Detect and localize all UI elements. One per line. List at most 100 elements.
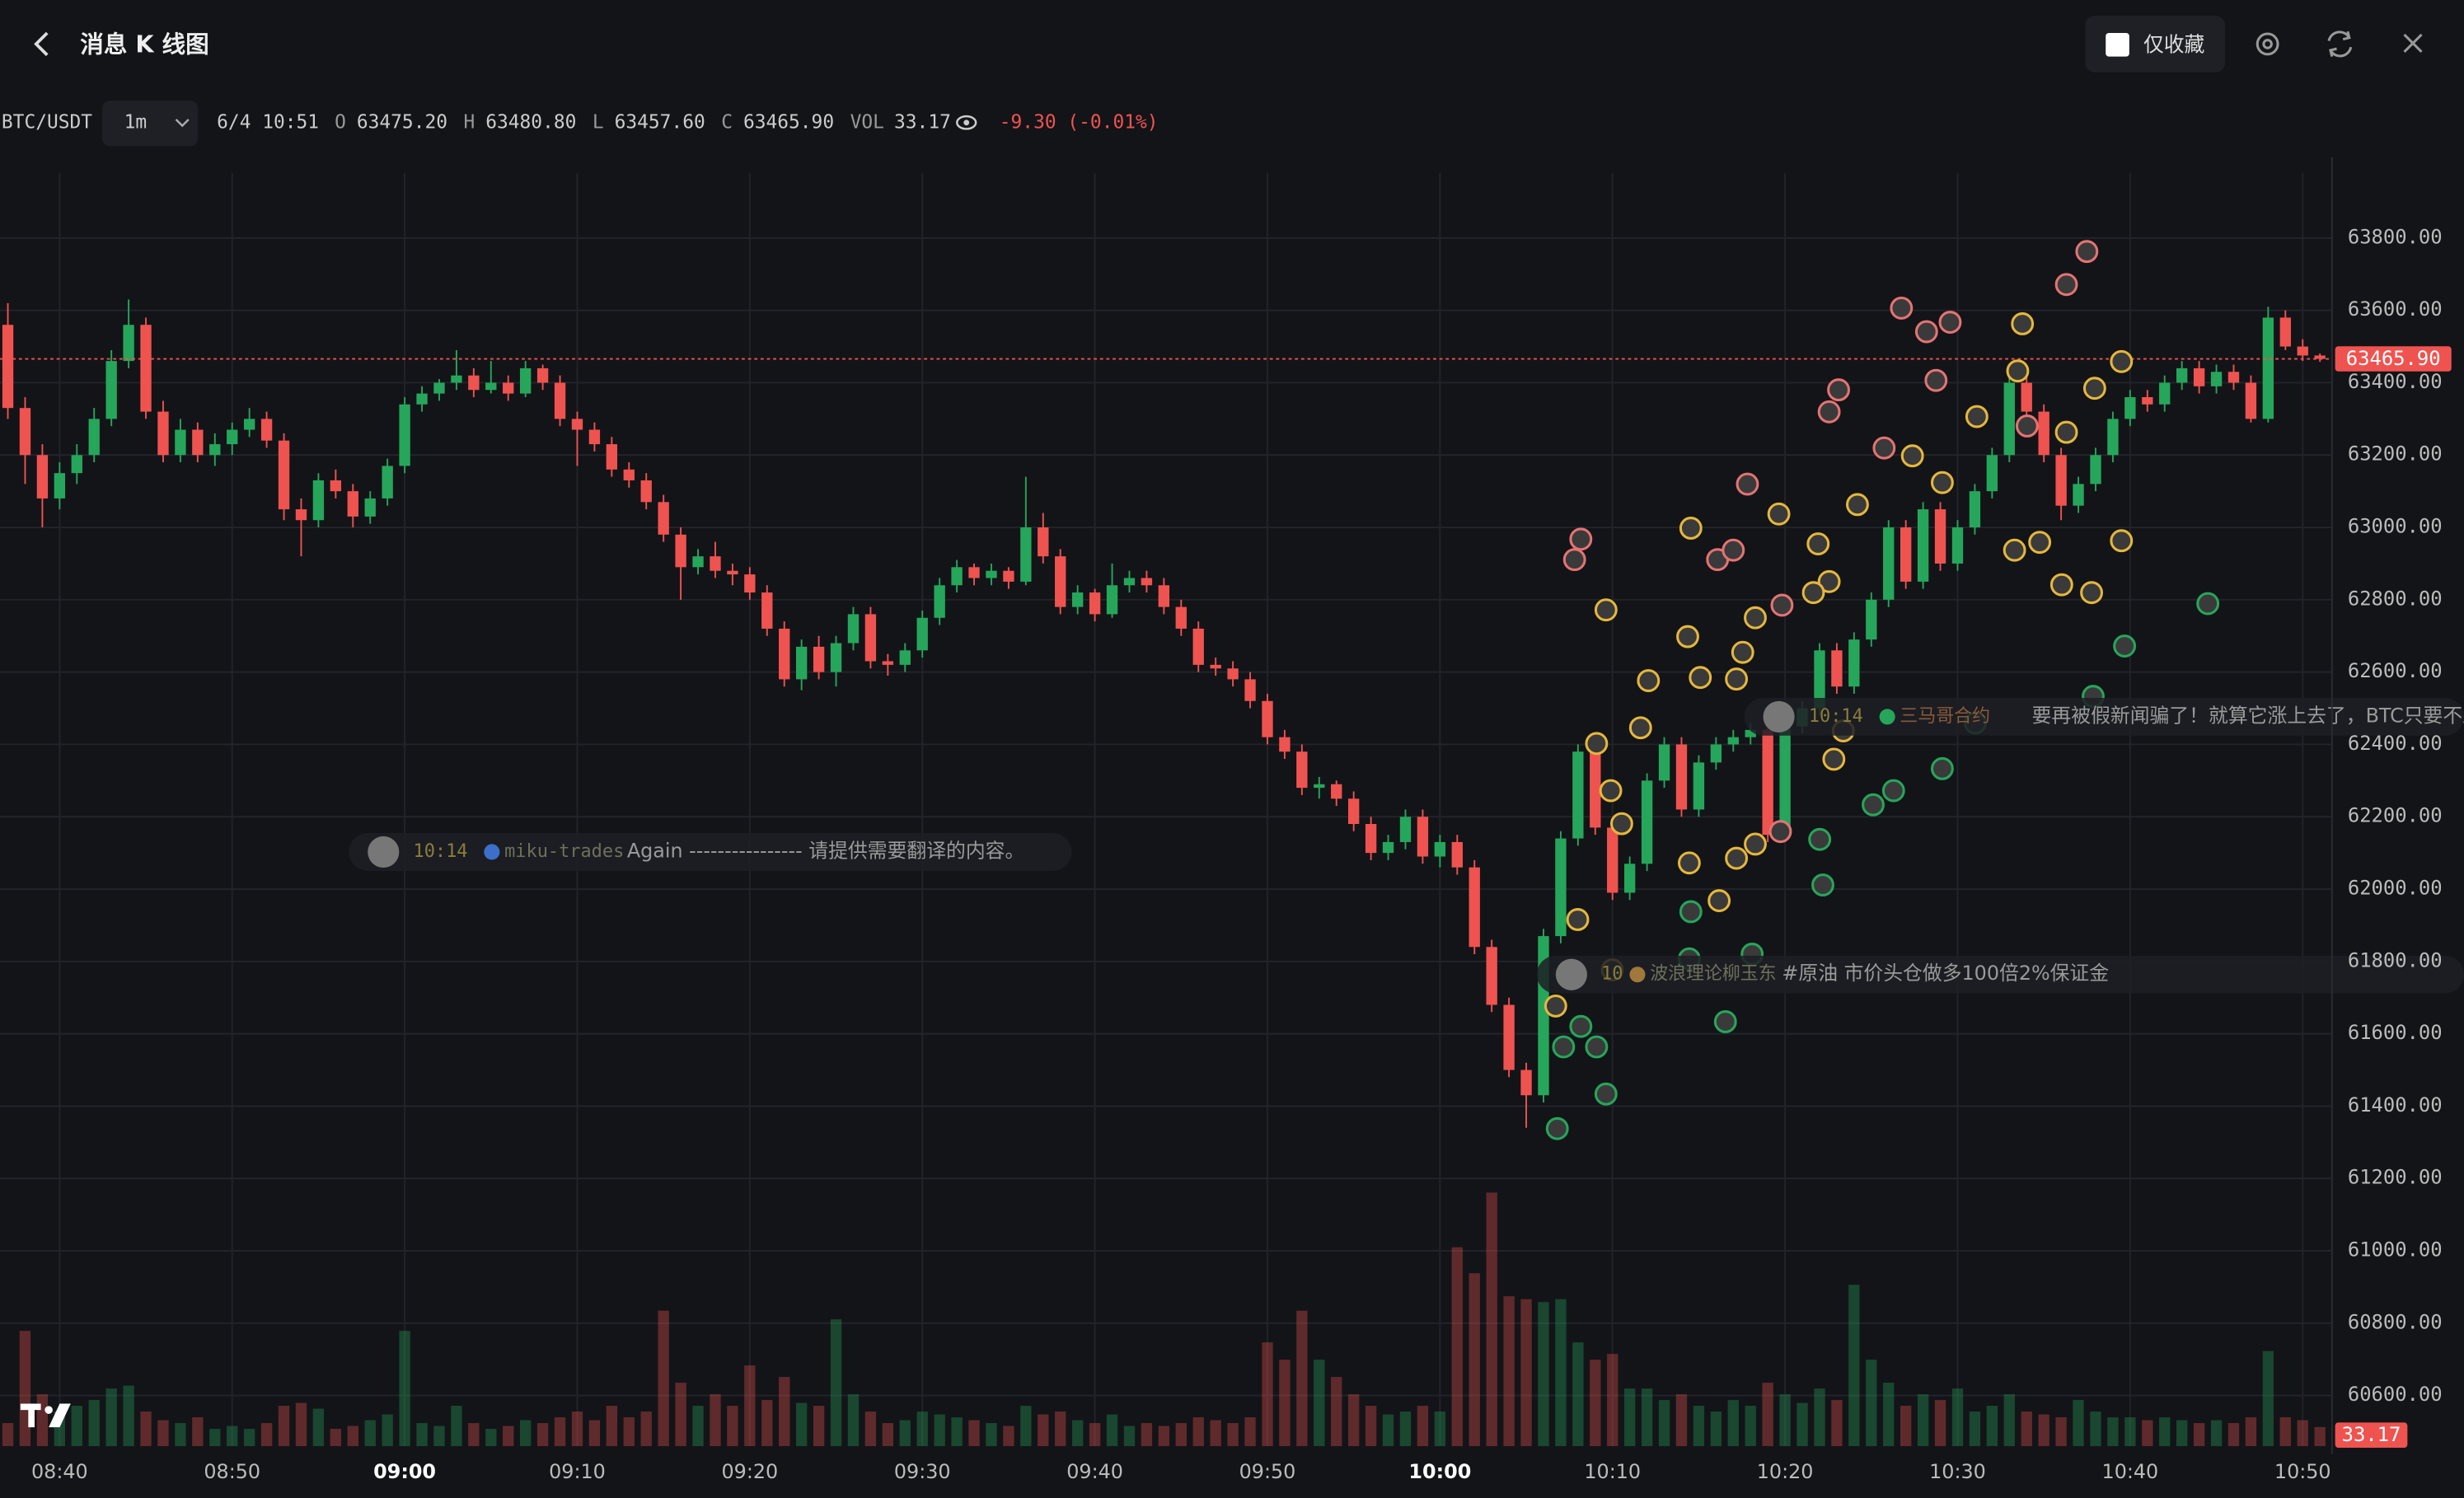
avatar[interactable]: [1890, 296, 1914, 320]
volume-bar: [1158, 1425, 1170, 1447]
avatar[interactable]: [1817, 569, 1841, 593]
avatar[interactable]: [1770, 593, 1794, 617]
candle-body: [1158, 585, 1170, 607]
avatar[interactable]: [1609, 812, 1633, 836]
avatar[interactable]: [1744, 606, 1767, 630]
avatar[interactable]: [1808, 827, 1832, 851]
avatar[interactable]: [1930, 470, 1954, 494]
candle-body: [2003, 382, 2015, 456]
close-button[interactable]: [2403, 33, 2423, 54]
candle-body: [1192, 628, 1204, 665]
avatar[interactable]: [2015, 414, 2039, 438]
avatar[interactable]: [1585, 732, 1609, 756]
interval-select[interactable]: [101, 101, 199, 147]
avatar[interactable]: [1725, 667, 1749, 691]
visibility-toggle[interactable]: [956, 115, 977, 130]
avatar[interactable]: [1569, 527, 1593, 551]
avatar[interactable]: [1566, 908, 1590, 931]
avatar[interactable]: [1767, 502, 1791, 526]
avatar[interactable]: [1900, 444, 1924, 468]
favorites-toggle[interactable]: [2085, 16, 2226, 73]
avatar[interactable]: [2054, 273, 2078, 297]
avatar[interactable]: [1768, 820, 1792, 844]
candle-body: [1451, 841, 1463, 868]
avatar[interactable]: [1862, 793, 1885, 817]
avatar[interactable]: [1585, 1035, 1609, 1059]
avatar[interactable]: [2049, 573, 2073, 597]
avatar[interactable]: [2011, 312, 2035, 335]
volume-bar: [588, 1420, 601, 1447]
message-bubble[interactable]: [349, 833, 1072, 871]
avatar[interactable]: [2028, 531, 2052, 555]
avatar[interactable]: [1594, 598, 1618, 622]
avatar[interactable]: [1552, 1035, 1576, 1059]
avatar[interactable]: [1736, 472, 1759, 496]
avatar[interactable]: [1569, 1014, 1593, 1038]
avatar[interactable]: [1817, 400, 1841, 424]
avatar[interactable]: [1679, 517, 1703, 540]
avatar[interactable]: [1689, 666, 1712, 690]
avatar[interactable]: [1628, 716, 1652, 740]
avatar[interactable]: [1544, 994, 1567, 1018]
avatar[interactable]: [1806, 532, 1830, 555]
avatar[interactable]: [1562, 548, 1586, 572]
avatar[interactable]: [1637, 669, 1661, 692]
volume-bar: [1779, 1394, 1791, 1447]
candle-body: [1175, 606, 1187, 629]
avatar[interactable]: [1872, 436, 1896, 460]
x-tick-label: 09:30: [894, 1460, 951, 1483]
volume-bar: [1866, 1360, 1877, 1447]
interval: 1m: [124, 111, 148, 133]
avatar[interactable]: [1827, 378, 1850, 402]
avatar[interactable]: [2080, 581, 2103, 605]
volume-bar: [744, 1365, 756, 1447]
avatar[interactable]: [2113, 634, 2137, 658]
avatar[interactable]: [2075, 240, 2099, 264]
checkbox[interactable]: [2106, 33, 2129, 57]
avatar[interactable]: [1924, 368, 1948, 392]
message-bubble[interactable]: [1536, 955, 2464, 994]
avatar[interactable]: [1599, 779, 1623, 803]
avatar[interactable]: [1725, 846, 1749, 870]
avatar[interactable]: [1822, 747, 1846, 771]
volume-value: 33.17: [894, 111, 951, 133]
avatar[interactable]: [1594, 1082, 1618, 1106]
avatar[interactable]: [1545, 1116, 1569, 1140]
avatar[interactable]: [2110, 529, 2134, 553]
avatar[interactable]: [1722, 538, 1745, 562]
avatar[interactable]: [1801, 581, 1825, 605]
candle-body: [1469, 867, 1480, 948]
avatar[interactable]: [1679, 900, 1703, 924]
candle-body: [2210, 372, 2223, 386]
avatar[interactable]: [1731, 640, 1754, 664]
volume-bar: [658, 1310, 669, 1447]
avatar[interactable]: [1676, 625, 1699, 648]
avatar[interactable]: [2196, 592, 2220, 616]
avatar[interactable]: [2054, 420, 2078, 444]
avatar[interactable]: [1846, 493, 1869, 517]
avatar[interactable]: [1744, 832, 1767, 856]
candle-body: [433, 382, 445, 394]
avatar[interactable]: [2082, 377, 2106, 400]
avatar[interactable]: [1707, 889, 1731, 913]
message-bubble[interactable]: [1744, 698, 2464, 736]
volume-bar: [1831, 1400, 1843, 1447]
volume-bars: [2, 1192, 2326, 1447]
candle-body: [554, 382, 566, 419]
avatar[interactable]: [1677, 851, 1701, 875]
back-button[interactable]: [34, 31, 49, 57]
candle-body: [519, 367, 532, 394]
avatar[interactable]: [1965, 405, 1989, 428]
avatar[interactable]: [1914, 320, 1938, 344]
avatar[interactable]: [2110, 349, 2134, 373]
avatar[interactable]: [2006, 359, 2030, 383]
avatar[interactable]: [1881, 779, 1905, 803]
refresh-button[interactable]: [2327, 30, 2353, 58]
avatar[interactable]: [1811, 873, 1834, 896]
avatar[interactable]: [1938, 311, 1962, 334]
avatar[interactable]: [1713, 1010, 1737, 1033]
avatar[interactable]: [2003, 538, 2026, 562]
volume-bar: [1279, 1360, 1291, 1447]
settings-button[interactable]: [2256, 32, 2279, 56]
avatar[interactable]: [1930, 756, 1954, 780]
